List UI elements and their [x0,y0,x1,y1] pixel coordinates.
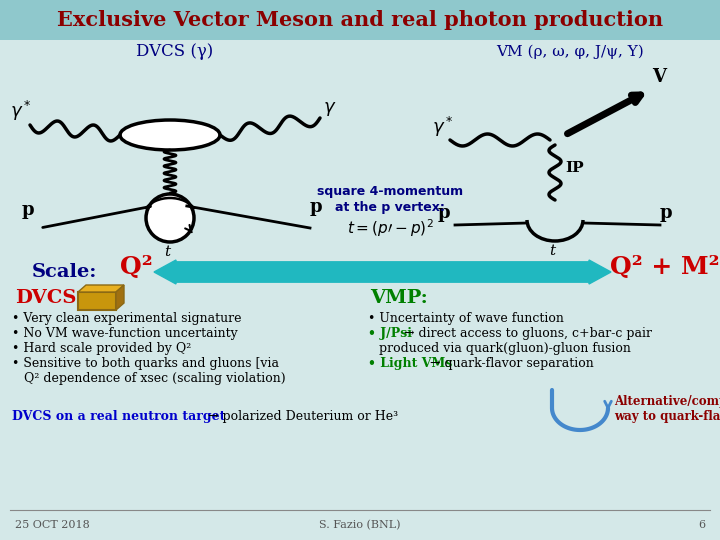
Text: VM (ρ, ω, φ, J/ψ, Y): VM (ρ, ω, φ, J/ψ, Y) [496,45,644,59]
Text: • J/Psi: • J/Psi [368,327,416,340]
Text: t: t [549,244,555,258]
Text: t: t [164,245,170,259]
Text: p: p [438,204,451,222]
Text: $\gamma^*$: $\gamma^*$ [10,99,32,123]
Text: • Very clean experimental signature: • Very clean experimental signature [12,312,241,325]
Text: VMP:: VMP: [370,289,428,307]
Text: produced via quark(gluon)-gluon fusion: produced via quark(gluon)-gluon fusion [379,342,631,355]
Text: Q² + M²: Q² + M² [610,255,719,279]
Text: DVCS on a real neutron target: DVCS on a real neutron target [12,410,225,423]
Text: • Sensitive to both quarks and gluons [via: • Sensitive to both quarks and gluons [v… [12,357,279,370]
Text: • No VM wave-function uncertainty: • No VM wave-function uncertainty [12,327,238,340]
Circle shape [146,194,194,242]
Text: Q²: Q² [120,255,153,279]
Text: at the p vertex:: at the p vertex: [335,200,445,213]
Text: → polarized Deuterium or He³: → polarized Deuterium or He³ [208,410,398,423]
Polygon shape [116,285,124,310]
Text: S. Fazio (BNL): S. Fazio (BNL) [319,519,401,530]
Text: $t = (p\prime - p)^2$: $t = (p\prime - p)^2$ [346,217,433,239]
Bar [78,292,116,310]
Text: square 4-momentum: square 4-momentum [317,186,463,199]
Text: • Hard scale provided by Q²: • Hard scale provided by Q² [12,342,192,355]
Text: • Light VMs: • Light VMs [368,357,456,370]
Text: → quark-flavor separation: → quark-flavor separation [430,357,594,370]
Text: DVCS (γ): DVCS (γ) [136,44,214,60]
Text: DVCS:: DVCS: [15,289,84,307]
Bar [0,0,720,40]
Text: Q² dependence of xsec (scaling violation): Q² dependence of xsec (scaling violation… [12,372,286,385]
Text: Exclusive Vector Meson and real photon production: Exclusive Vector Meson and real photon p… [57,10,663,30]
Text: p: p [660,204,672,222]
FancyArrow shape [175,260,611,284]
Text: IP: IP [565,161,584,176]
Text: 6: 6 [698,520,705,530]
Text: p: p [310,198,323,216]
Ellipse shape [120,120,220,150]
Text: V: V [652,68,666,86]
Text: p: p [22,201,35,219]
Text: $\gamma^*$: $\gamma^*$ [432,115,454,139]
Text: $\gamma$: $\gamma$ [323,100,336,118]
Text: → direct access to gluons, c+bar-c pair: → direct access to gluons, c+bar-c pair [404,327,652,340]
Text: 25 OCT 2018: 25 OCT 2018 [15,520,90,530]
Polygon shape [78,285,124,292]
Text: • Uncertainty of wave function: • Uncertainty of wave function [368,312,564,325]
Text: Alternative/complementary
way to quark-flavor separation: Alternative/complementary way to quark-f… [614,395,720,423]
Text: Scale:: Scale: [32,263,97,281]
FancyArrow shape [154,260,590,284]
